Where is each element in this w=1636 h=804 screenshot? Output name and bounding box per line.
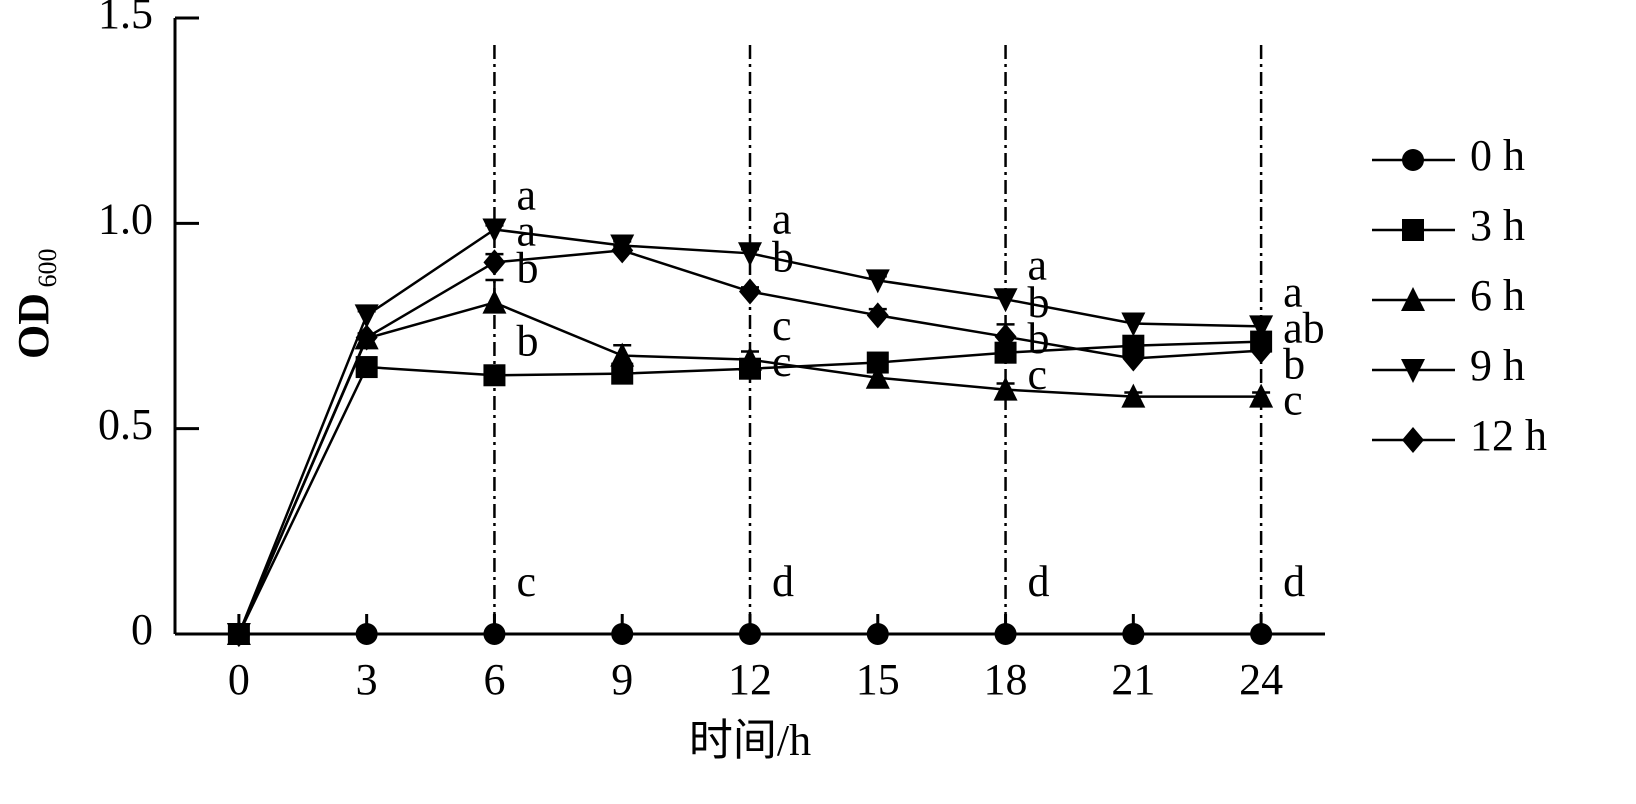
y-tick-label: 0.5 bbox=[98, 400, 153, 449]
data-point bbox=[1250, 623, 1273, 645]
data-point bbox=[611, 623, 634, 645]
data-point bbox=[483, 364, 506, 387]
data-point bbox=[738, 346, 762, 371]
significance-letter: a bbox=[772, 194, 792, 243]
data-point bbox=[355, 356, 378, 379]
data-point bbox=[994, 623, 1017, 645]
data-point bbox=[993, 288, 1018, 313]
significance-letter: a bbox=[1028, 240, 1048, 289]
significance-letter: b bbox=[516, 244, 538, 293]
data-point bbox=[865, 364, 890, 389]
data-point bbox=[483, 249, 506, 276]
x-tick-label: 6 bbox=[483, 655, 505, 704]
significance-letter: d bbox=[1028, 557, 1050, 606]
data-point bbox=[355, 623, 378, 645]
data-point bbox=[994, 341, 1017, 364]
legend-label: 3 h bbox=[1470, 201, 1525, 250]
y-tick-label: 0 bbox=[131, 605, 153, 654]
significance-letter: a bbox=[1283, 268, 1303, 317]
y-axis-label: OD bbox=[9, 293, 58, 359]
significance-letter: c bbox=[1028, 350, 1048, 399]
y-axis-label-sub: 600 bbox=[33, 249, 62, 288]
y-axis-label-group: OD 600 bbox=[9, 249, 62, 360]
x-tick-label: 3 bbox=[356, 655, 378, 704]
significance-letter: d bbox=[1283, 557, 1305, 606]
data-point bbox=[739, 623, 761, 645]
data-point bbox=[610, 342, 635, 367]
data-point bbox=[611, 362, 634, 385]
data-point bbox=[482, 289, 507, 314]
significance-letter: c bbox=[1283, 376, 1303, 425]
data-point bbox=[865, 269, 890, 294]
legend-label: 6 h bbox=[1470, 271, 1525, 320]
significance-letter: b bbox=[516, 316, 538, 365]
data-point bbox=[1249, 383, 1274, 408]
data-point bbox=[483, 623, 506, 645]
data-point bbox=[1121, 383, 1146, 408]
data-point bbox=[866, 623, 889, 645]
data-point bbox=[1121, 312, 1146, 337]
x-tick-label: 21 bbox=[1111, 655, 1155, 704]
data-point bbox=[866, 302, 889, 329]
data-point bbox=[739, 278, 761, 305]
significance-letter: ab bbox=[1283, 304, 1325, 353]
x-tick-label: 24 bbox=[1239, 655, 1283, 704]
x-tick-label: 15 bbox=[856, 655, 900, 704]
data-point bbox=[993, 376, 1018, 401]
data-point bbox=[994, 323, 1017, 350]
x-tick-label: 18 bbox=[984, 655, 1028, 704]
data-point bbox=[227, 621, 250, 647]
legend-marker bbox=[1401, 359, 1425, 383]
y-tick-label: 1.0 bbox=[98, 194, 153, 243]
legend-marker bbox=[1402, 219, 1424, 241]
legend-label: 9 h bbox=[1470, 341, 1525, 390]
x-tick-label: 9 bbox=[611, 655, 633, 704]
significance-letter: c bbox=[772, 337, 792, 386]
data-point bbox=[354, 304, 379, 329]
x-tick-label: 12 bbox=[728, 655, 772, 704]
x-tick-label: 0 bbox=[228, 655, 250, 704]
y-tick-label: 1.5 bbox=[98, 0, 153, 38]
significance-letter: d bbox=[772, 557, 794, 606]
significance-letter: c bbox=[516, 557, 536, 606]
legend-marker bbox=[1402, 427, 1424, 453]
data-point bbox=[738, 242, 762, 267]
significance-letter: b bbox=[772, 233, 794, 282]
significance-letter: b bbox=[1283, 340, 1305, 389]
legend-label: 0 h bbox=[1470, 131, 1525, 180]
data-point bbox=[1122, 623, 1145, 645]
significance-letter: c bbox=[772, 301, 792, 350]
significance-letter: b bbox=[1028, 278, 1050, 327]
data-point bbox=[355, 324, 378, 351]
data-point bbox=[866, 351, 889, 374]
legend-marker bbox=[1402, 149, 1424, 171]
legend-label: 12 h bbox=[1470, 411, 1547, 460]
data-point bbox=[1250, 337, 1273, 364]
data-point bbox=[611, 237, 634, 264]
legend-marker bbox=[1401, 287, 1425, 311]
data-point bbox=[1249, 315, 1274, 340]
significance-letter: a bbox=[516, 207, 536, 256]
data-point bbox=[482, 218, 507, 243]
data-point bbox=[1122, 345, 1145, 372]
x-axis-label: 时间/h bbox=[689, 716, 811, 765]
significance-letter: a bbox=[516, 171, 536, 220]
